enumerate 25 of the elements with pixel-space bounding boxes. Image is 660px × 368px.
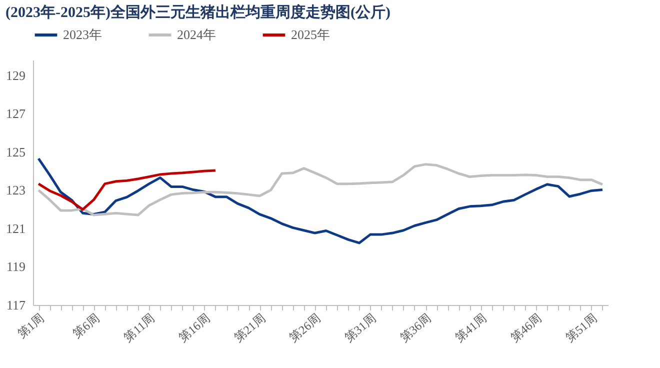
y-tick-label: 119 — [6, 259, 26, 274]
y-tick-label: 117 — [6, 298, 26, 312]
x-tick-label: 第36周 — [397, 310, 434, 345]
legend-label: 2025年 — [291, 27, 330, 42]
y-tick-label: 127 — [6, 106, 26, 122]
x-tick-label: 第11周 — [121, 310, 158, 345]
legend-label: 2023年 — [63, 27, 102, 42]
line-series — [37, 169, 217, 211]
chart-title: (2023年-2025年)全国外三元生猪出栏均重周度走势图(公斤) — [6, 3, 390, 21]
x-tick-label: 第41周 — [452, 310, 490, 345]
x-tick-label: 第6周 — [70, 310, 102, 341]
x-tick-label: 第21周 — [231, 310, 268, 345]
legend-label: 2024年 — [177, 27, 216, 42]
line-series — [37, 163, 604, 216]
y-tick-label: 125 — [6, 144, 26, 160]
x-tick-label: 第46周 — [508, 310, 544, 345]
x-tick-label: 第16周 — [176, 310, 213, 345]
x-tick-label: 第1周 — [14, 310, 47, 341]
y-tick-label: 123 — [6, 182, 26, 198]
x-tick-label: 第31周 — [342, 310, 378, 345]
y-tick-label: 129 — [6, 68, 26, 83]
x-tick-label: 第26周 — [286, 310, 324, 345]
y-tick-label: 121 — [6, 220, 26, 236]
x-tick-label: 第51周 — [563, 310, 600, 345]
line-series — [37, 157, 604, 244]
